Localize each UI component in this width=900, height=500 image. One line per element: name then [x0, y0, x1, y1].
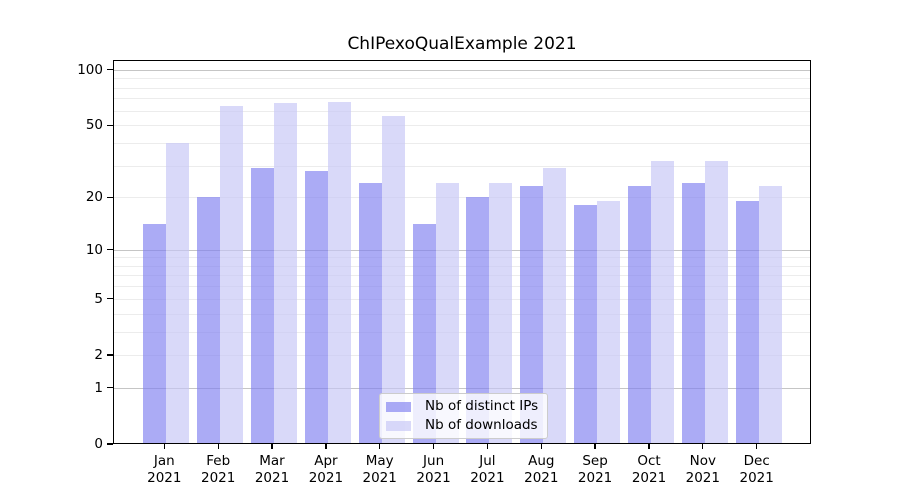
bar-nb-of-downloads [704, 160, 728, 444]
x-tick-mark [486, 444, 489, 449]
legend: Nb of distinct IPs Nb of downloads [379, 393, 549, 439]
gridline-major [113, 69, 811, 71]
bar-nb-of-distinct-ips [466, 197, 490, 444]
bar-nb-of-distinct-ips [520, 186, 544, 444]
x-tick-mark [271, 444, 273, 449]
bar-nb-of-distinct-ips [304, 171, 328, 444]
bar-layer [113, 60, 811, 444]
gridline-minor [113, 98, 811, 100]
bar-nb-of-distinct-ips [251, 168, 274, 444]
bar-nb-of-downloads [489, 183, 513, 444]
legend-swatch [386, 420, 411, 431]
bar-nb-of-distinct-ips [681, 183, 705, 444]
gridline-minor [113, 313, 811, 315]
bar-nb-of-downloads [381, 116, 405, 444]
gridline-minor [113, 78, 811, 80]
legend-swatch [386, 401, 411, 412]
chart-title: ChIPexoQualExample 2021 [347, 34, 577, 54]
grid-layer [113, 60, 811, 444]
y-tick-mark [107, 69, 113, 71]
gridline-minor [113, 354, 811, 356]
y-tick-label: 1 [94, 379, 103, 396]
bar-nb-of-downloads [435, 183, 459, 444]
gridline-minor [113, 110, 811, 112]
y-tick-mark [107, 248, 113, 251]
bar-nb-of-downloads [758, 186, 782, 444]
x-tick-mark [325, 444, 327, 449]
x-tick-label: Oct 2021 [631, 453, 667, 486]
bar-nb-of-downloads [597, 201, 621, 444]
x-tick-label: Feb 2021 [201, 453, 236, 486]
x-tick-label: Sep 2021 [577, 453, 613, 486]
legend-label: Nb of distinct IPs [425, 398, 539, 414]
y-tick-mark [107, 354, 113, 356]
x-tick-mark [648, 444, 650, 449]
y-tick-mark [107, 196, 113, 198]
legend-label: Nb of downloads [425, 417, 538, 433]
gridline-minor [113, 275, 811, 277]
y-tick-mark [107, 387, 113, 389]
x-tick-mark [540, 444, 542, 449]
gridline-minor [113, 197, 811, 199]
bar-nb-of-downloads [651, 160, 674, 444]
bar-nb-of-distinct-ips [358, 183, 382, 444]
gridline-major [113, 249, 811, 251]
y-tick-label: 5 [94, 290, 103, 307]
x-tick-label: Jul 2021 [470, 453, 505, 486]
gridline-minor [113, 125, 811, 127]
gridline-minor [113, 87, 811, 89]
x-tick-mark [702, 444, 704, 449]
gridline-major [113, 387, 811, 389]
x-tick-label: Nov 2021 [685, 453, 720, 486]
legend-item: Nb of downloads [386, 418, 538, 433]
gridline-minor [113, 298, 811, 300]
bar-nb-of-distinct-ips [143, 224, 167, 444]
x-tick-mark [379, 444, 381, 449]
x-tick-label: Dec 2021 [739, 453, 774, 486]
bar-nb-of-distinct-ips [628, 186, 651, 444]
x-tick-mark [756, 444, 758, 449]
y-tick-label: 2 [94, 346, 103, 363]
bar-nb-of-distinct-ips [412, 224, 436, 444]
x-tick-mark [217, 444, 219, 449]
x-tick-label: Jun 2021 [416, 453, 451, 486]
gridline-minor [113, 331, 811, 333]
x-tick-label: Mar 2021 [254, 453, 290, 486]
gridline-minor [113, 142, 811, 144]
bar-nb-of-distinct-ips [197, 197, 221, 444]
x-tick-mark [594, 444, 596, 449]
bar-nb-of-downloads [220, 105, 244, 444]
x-tick-mark [432, 444, 435, 449]
y-tick-label: 10 [85, 241, 103, 258]
y-tick-label: 0 [94, 436, 103, 452]
bar-nb-of-downloads [274, 103, 297, 444]
x-tick-label: May 2021 [362, 453, 397, 486]
x-tick-label: Apr 2021 [308, 453, 344, 486]
x-tick-label: Aug 2021 [524, 453, 559, 486]
x-tick-label: Jan 2021 [147, 453, 182, 486]
gridline-minor [113, 286, 811, 288]
gridline-minor [113, 257, 811, 259]
bar-nb-of-distinct-ips [574, 205, 598, 444]
bar-nb-of-downloads [327, 101, 351, 444]
y-tick-mark [107, 124, 113, 126]
y-tick-mark [107, 443, 113, 445]
bar-nb-of-distinct-ips [735, 201, 759, 444]
bar-nb-of-downloads [166, 142, 190, 444]
y-tick-label: 100 [77, 61, 103, 78]
y-tick-mark [107, 298, 113, 300]
y-tick-label: 20 [85, 189, 103, 206]
gridline-minor [113, 265, 811, 267]
bar-nb-of-downloads [543, 168, 567, 444]
gridline-minor [113, 165, 811, 167]
legend-item: Nb of distinct IPs [386, 399, 538, 414]
x-tick-mark [163, 444, 165, 449]
plot-area [113, 60, 811, 444]
y-tick-label: 50 [85, 117, 103, 134]
